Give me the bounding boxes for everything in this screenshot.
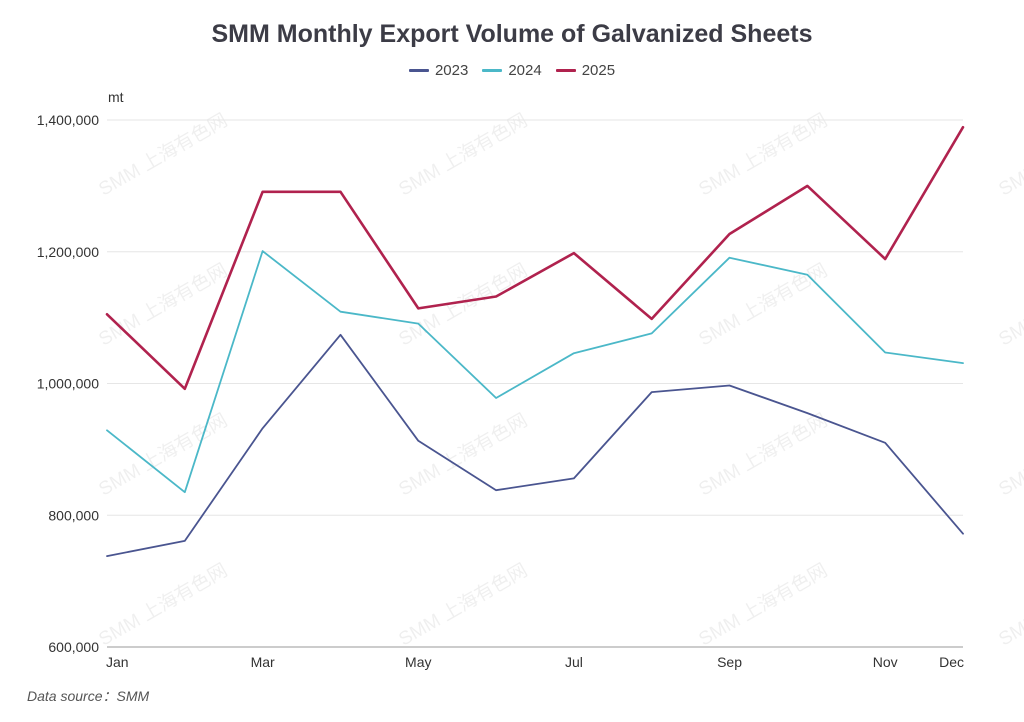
y-tick-label: 1,400,000 bbox=[37, 112, 99, 128]
x-tick-label: Sep bbox=[717, 654, 742, 670]
x-tick-label: Jan bbox=[106, 654, 129, 670]
legend-swatch-2024 bbox=[482, 69, 503, 72]
chart-title: SMM Monthly Export Volume of Galvanized … bbox=[211, 20, 813, 48]
legend-label-2024: 2024 bbox=[508, 62, 542, 79]
legend-label-2023: 2023 bbox=[434, 62, 469, 79]
y-tick-label: 1,000,000 bbox=[37, 376, 99, 392]
data-source-note: Data source：SMM bbox=[27, 688, 150, 704]
x-tick-label: Jul bbox=[565, 654, 583, 670]
legend-item-2024[interactable]: 2024 bbox=[482, 62, 542, 79]
series-line-2023 bbox=[106, 333, 964, 557]
y-axis-unit-label: mt bbox=[108, 89, 124, 105]
y-tick-label: 1,200,000 bbox=[37, 244, 99, 260]
x-tick-label: May bbox=[405, 654, 431, 670]
legend-item-2025[interactable]: 2025 bbox=[555, 62, 616, 79]
y-tick-label: 800,000 bbox=[48, 507, 99, 523]
y-tick-label: 600,000 bbox=[48, 639, 99, 655]
series-line-2024 bbox=[106, 250, 964, 494]
legend: 2023 2024 2025 bbox=[0, 62, 1024, 79]
legend-item-2023[interactable]: 2023 bbox=[408, 62, 469, 79]
series-line-2025 bbox=[105, 125, 965, 391]
legend-label-2025: 2025 bbox=[581, 62, 616, 79]
x-tick-label: Nov bbox=[873, 654, 898, 670]
x-tick-label: Dec bbox=[939, 654, 964, 670]
x-tick-label: Mar bbox=[251, 654, 275, 670]
legend-swatch-2025 bbox=[555, 69, 576, 72]
legend-swatch-2023 bbox=[408, 69, 429, 72]
